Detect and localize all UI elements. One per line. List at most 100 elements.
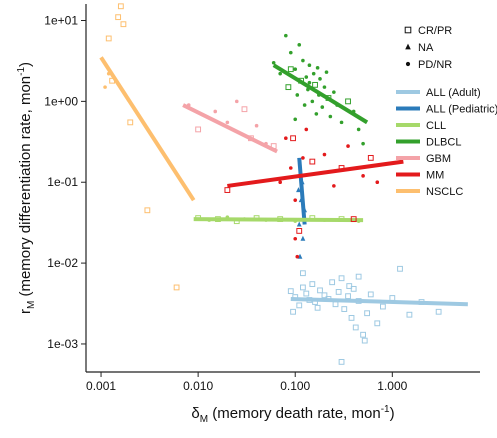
x-tick-label: 0.001	[86, 379, 116, 393]
data-point	[303, 290, 310, 297]
fit-line	[227, 159, 404, 188]
fit-line	[297, 157, 307, 225]
data-point	[310, 99, 315, 104]
fit-line	[272, 63, 369, 125]
y-tick-label: 1e-01	[47, 175, 78, 189]
data-point	[293, 219, 298, 223]
data-point	[296, 228, 303, 234]
data-point	[338, 358, 345, 365]
data-point	[306, 297, 313, 303]
x-axis-title-part: M	[200, 414, 208, 425]
data-point	[224, 187, 231, 193]
data-point	[290, 308, 296, 315]
fit-line	[290, 296, 468, 307]
axes: 0.001 0.010 0.100 1.000 1e-03 1e-02 1e-01 1e+00…	[16, 4, 480, 425]
data-point	[325, 296, 332, 302]
data-point	[105, 35, 112, 42]
data-point	[296, 221, 302, 227]
data-point	[315, 66, 320, 70]
data-point	[335, 103, 339, 107]
data-point	[345, 293, 351, 300]
y-axis-title-part: r	[17, 309, 34, 314]
data-point	[345, 98, 351, 105]
legend-label: DLBCL	[426, 137, 461, 149]
data-point	[295, 93, 300, 97]
legend-label: GBM	[426, 153, 451, 165]
data-point	[225, 215, 230, 219]
data-point	[314, 112, 319, 116]
fit-line	[193, 217, 364, 223]
data-point	[290, 135, 296, 142]
x-axis-title-part: (memory death rate, mon	[208, 405, 381, 422]
data-point	[341, 306, 348, 312]
fit-line	[182, 103, 278, 154]
data-point	[242, 217, 247, 221]
data-point	[304, 127, 309, 132]
data-point	[195, 215, 202, 222]
data-point	[298, 77, 305, 84]
data-point	[374, 320, 381, 327]
data-point	[277, 216, 284, 222]
data-point	[300, 235, 306, 241]
data-point	[350, 216, 357, 222]
data-point	[127, 119, 134, 126]
data-point	[309, 158, 316, 165]
data-point	[389, 295, 396, 301]
legend-label: NA	[418, 42, 434, 54]
data-point	[351, 109, 356, 114]
data-point	[346, 144, 350, 148]
y-tick-label: 1e+01	[44, 14, 78, 28]
data-point	[288, 50, 293, 55]
data-point	[346, 283, 353, 289]
data-point	[301, 58, 305, 63]
data-point	[106, 71, 111, 76]
data-point	[435, 308, 442, 315]
data-point	[332, 184, 336, 188]
data-point	[338, 275, 345, 282]
data-point	[293, 117, 298, 122]
y-axis-title-part: -1	[16, 67, 27, 76]
data-point	[332, 90, 336, 94]
y-tick-label: 1e-03	[47, 337, 78, 351]
y-axis-title-part: (memory differentiation rate, mon	[17, 76, 34, 301]
data-point	[380, 303, 386, 310]
data-point	[361, 337, 368, 344]
data-point	[332, 301, 339, 308]
data-point	[296, 302, 303, 309]
y-tick-label: 1e+00	[44, 94, 78, 108]
data-point	[278, 71, 282, 76]
data-point	[264, 141, 268, 146]
data-point	[361, 174, 365, 178]
data-point	[339, 120, 344, 125]
legend: CR/PR NA PD/NR ALL (Adult) ALL (Pediatric) CL…	[396, 25, 497, 198]
x-axis-title-part: )	[390, 405, 395, 422]
data-point	[304, 75, 309, 79]
data-point	[348, 315, 355, 321]
data-point	[109, 77, 116, 84]
data-point	[352, 324, 359, 331]
data-point	[306, 87, 310, 92]
data-point	[329, 279, 336, 286]
data-point	[300, 284, 306, 291]
data-point	[292, 294, 299, 300]
data-point	[338, 216, 345, 222]
data-point	[335, 289, 342, 295]
data-point	[295, 254, 300, 259]
data-point	[278, 180, 282, 185]
data-point	[320, 105, 325, 109]
legend-label: ALL (Pediatric)	[426, 104, 497, 116]
data-point	[293, 236, 298, 241]
data-point	[356, 219, 361, 223]
data-point	[311, 71, 316, 76]
x-tick-label: 0.010	[183, 379, 213, 393]
data-point	[307, 63, 312, 68]
data-point	[120, 21, 127, 28]
data-point	[288, 166, 293, 170]
data-point	[322, 85, 327, 89]
data-point	[302, 207, 308, 213]
data-point	[285, 84, 292, 91]
data-point	[322, 218, 327, 222]
y-axis-title: rM (memory differentiation rate, mon-1)	[16, 62, 37, 314]
